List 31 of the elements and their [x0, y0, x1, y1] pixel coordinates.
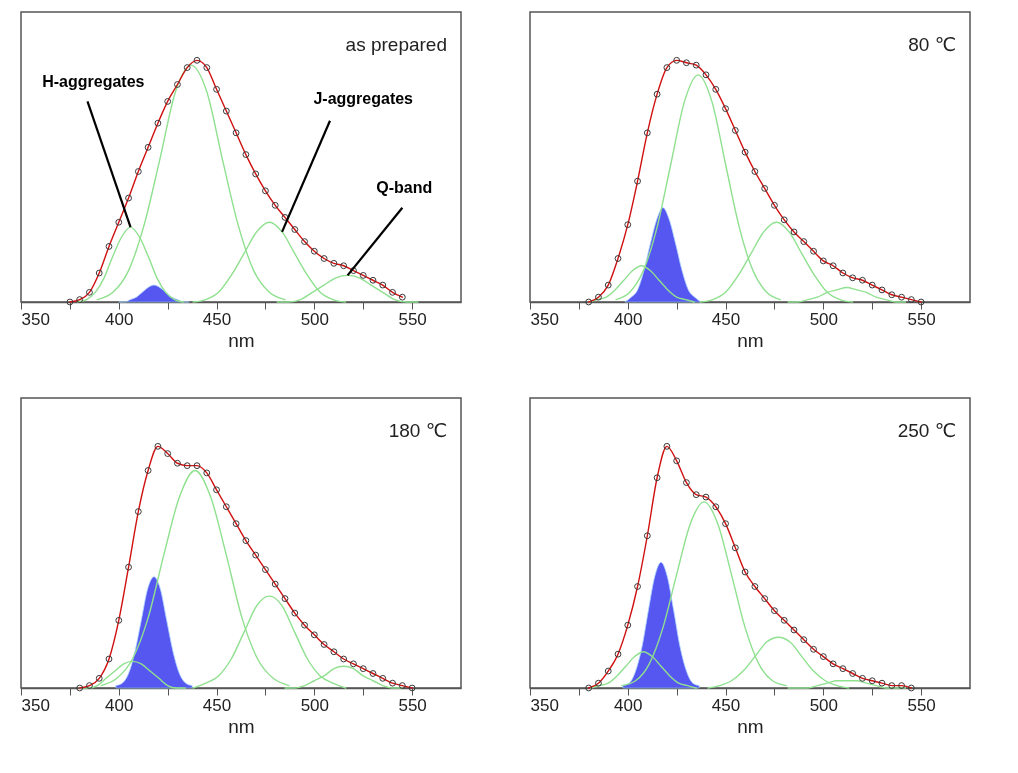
x-tick-label: 550: [907, 309, 936, 329]
x-tick-label: 350: [530, 695, 559, 715]
x-axis-title: nm: [737, 329, 764, 351]
x-tick-label: 450: [711, 309, 741, 329]
text: 180 ℃: [388, 420, 447, 441]
annotation: Q-band: [376, 179, 433, 197]
x-tick-label: 500: [300, 695, 330, 715]
x-tick-label: 400: [105, 695, 134, 715]
x-tick-label: 500: [300, 309, 330, 329]
x-tick-label: 350: [21, 309, 50, 329]
x-axis-title: nm: [228, 715, 255, 737]
x-tick-label: 500: [809, 309, 839, 329]
x-tick-label: 350: [21, 695, 50, 715]
x-axis-title: nm: [737, 715, 764, 737]
text: 80 ℃: [908, 34, 956, 55]
x-tick-label: 350: [530, 309, 559, 329]
x-tick-label: 400: [105, 309, 134, 329]
x-tick-label: 500: [809, 695, 839, 715]
x-tick-label: 450: [711, 695, 741, 715]
x-tick-label: 550: [907, 695, 936, 715]
x-tick-label: 550: [398, 309, 427, 329]
x-tick-label: 400: [614, 309, 643, 329]
text: 250 ℃: [897, 420, 956, 441]
x-tick-label: 450: [202, 695, 232, 715]
annotation: H-aggregates: [42, 73, 145, 91]
text: as prepared: [345, 34, 447, 55]
x-axis-title: nm: [228, 329, 255, 351]
x-tick-label: 400: [614, 695, 643, 715]
x-tick-label: 550: [398, 695, 427, 715]
annotation: J-aggregates: [313, 90, 414, 107]
x-tick-label: 450: [202, 309, 232, 329]
